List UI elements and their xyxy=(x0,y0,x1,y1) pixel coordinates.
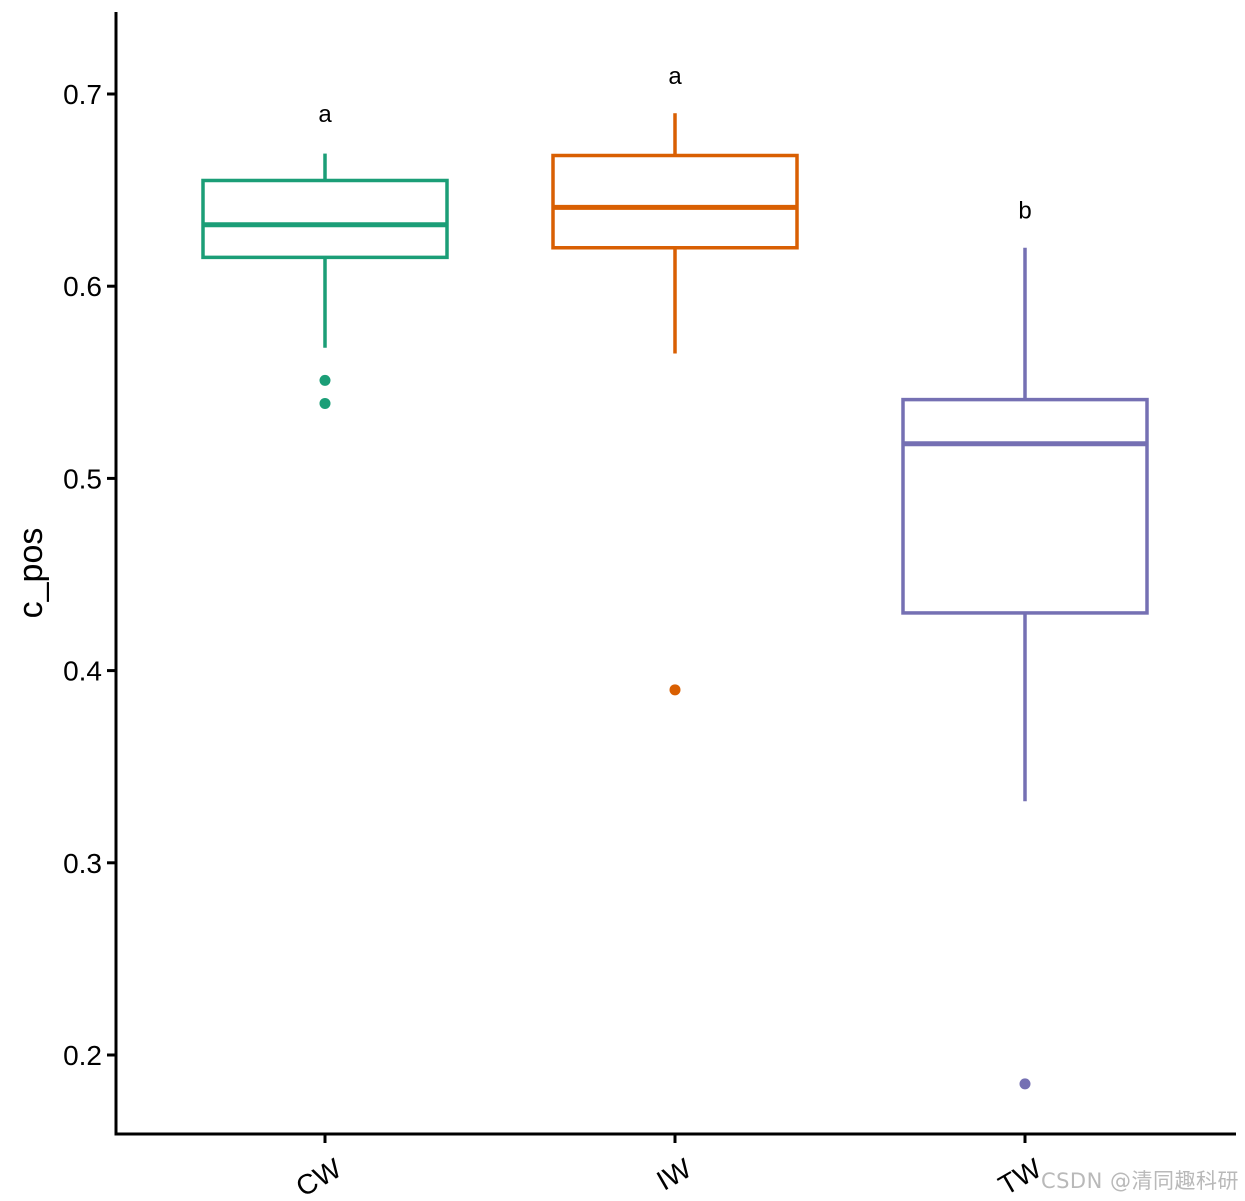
box-iqr xyxy=(551,153,799,250)
boxplot-iw: a xyxy=(551,63,799,696)
boxplot-cw: a xyxy=(201,101,449,409)
significance-letter: a xyxy=(668,63,682,90)
y-tick-label: 0.4 xyxy=(63,656,102,687)
y-tick-label: 0.6 xyxy=(63,271,102,302)
y-axis-title: c_pos xyxy=(12,528,50,619)
y-tick-label: 0.7 xyxy=(63,79,102,110)
plot-area: a a b xyxy=(201,63,1149,1090)
outlier-point xyxy=(319,397,331,409)
x-tick-label: TW xyxy=(993,1152,1047,1201)
y-tick-label: 0.2 xyxy=(63,1040,102,1071)
significance-letter: b xyxy=(1018,197,1031,224)
box-iqr xyxy=(901,397,1149,615)
boxplot-tw: b xyxy=(901,197,1149,1090)
box-iqr xyxy=(201,178,449,260)
significance-letter: a xyxy=(318,101,332,128)
outlier-point xyxy=(1019,1078,1031,1090)
x-tick-label: CW xyxy=(291,1152,347,1201)
y-tick-label: 0.5 xyxy=(63,463,102,494)
y-tick-label: 0.3 xyxy=(63,848,102,879)
outlier-point xyxy=(319,374,331,386)
x-tick-label: IW xyxy=(651,1152,697,1196)
outlier-point xyxy=(669,684,681,696)
watermark: CSDN @清同趣科研 xyxy=(1040,1169,1239,1193)
